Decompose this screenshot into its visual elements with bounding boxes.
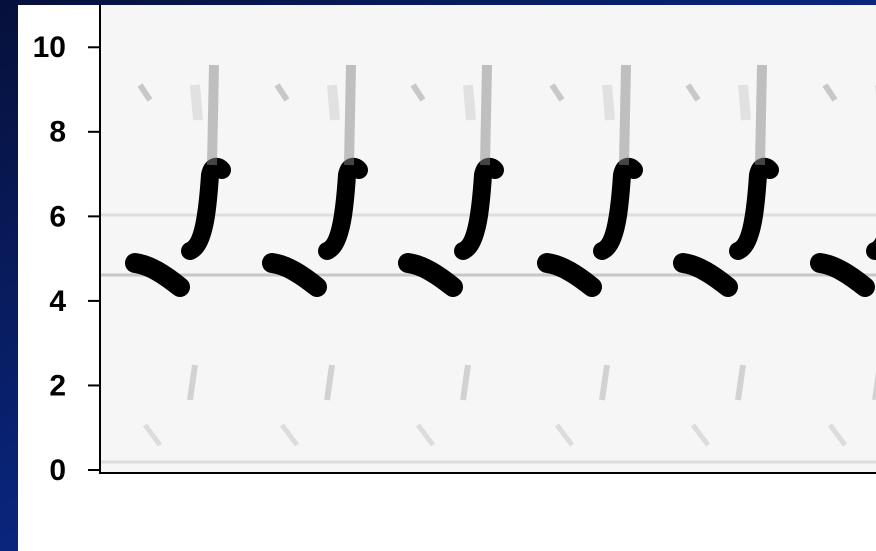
y-tick-label: 6 <box>49 200 66 233</box>
y-tick-label: 2 <box>49 369 66 402</box>
y-tick-label: 10 <box>33 31 66 64</box>
y-tick-label: 0 <box>49 454 66 487</box>
y-tick-label: 8 <box>49 116 66 149</box>
spectrogram <box>101 5 876 472</box>
axes: 0 2 4 6 8 10 <box>33 5 876 487</box>
y-tick-label: 4 <box>49 285 66 318</box>
